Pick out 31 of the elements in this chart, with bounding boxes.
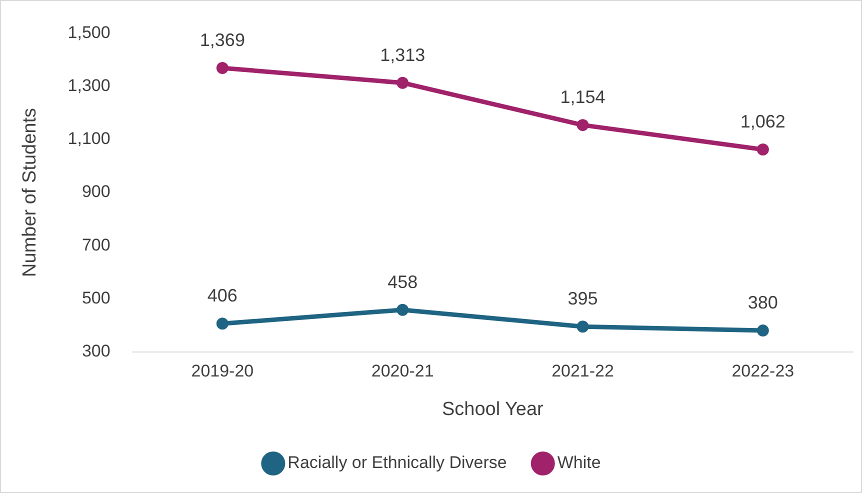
point [756,324,769,337]
data-label: 380 [748,292,778,313]
data-label: 1,062 [740,111,786,132]
x-tick-label: 2020-21 [371,362,434,381]
y-tick-label: 300 [82,341,110,360]
point [576,119,589,132]
legend-label: White [557,453,601,472]
data-label: 1,154 [560,87,606,108]
y-axis-title: Number of Students [20,108,41,277]
x-tick-label: 2022-23 [732,362,794,381]
y-tick-label: 1,100 [68,129,110,148]
point [396,304,409,316]
y-tick-label: 500 [82,288,110,308]
data-label: 458 [388,272,418,292]
data-label: 1,369 [200,30,245,50]
y-tick-label: 700 [82,235,110,254]
data-label: 406 [207,286,238,306]
y-tick-label: 1,500 [68,22,110,42]
point [396,76,409,89]
x-tick-label: 2021-22 [552,362,614,381]
legend-label: Racially or Ethnically Diverse [288,453,507,472]
point [216,318,228,330]
point [576,320,589,333]
data-label: 395 [568,288,598,309]
x-tick-label: 2019-20 [191,362,254,381]
x-axis-title: School Year [442,398,544,420]
y-tick-label: 1,300 [68,76,110,95]
data-label: 1,313 [380,44,426,65]
point [756,143,769,156]
y-tick-label: 900 [82,182,110,202]
point [216,62,228,74]
